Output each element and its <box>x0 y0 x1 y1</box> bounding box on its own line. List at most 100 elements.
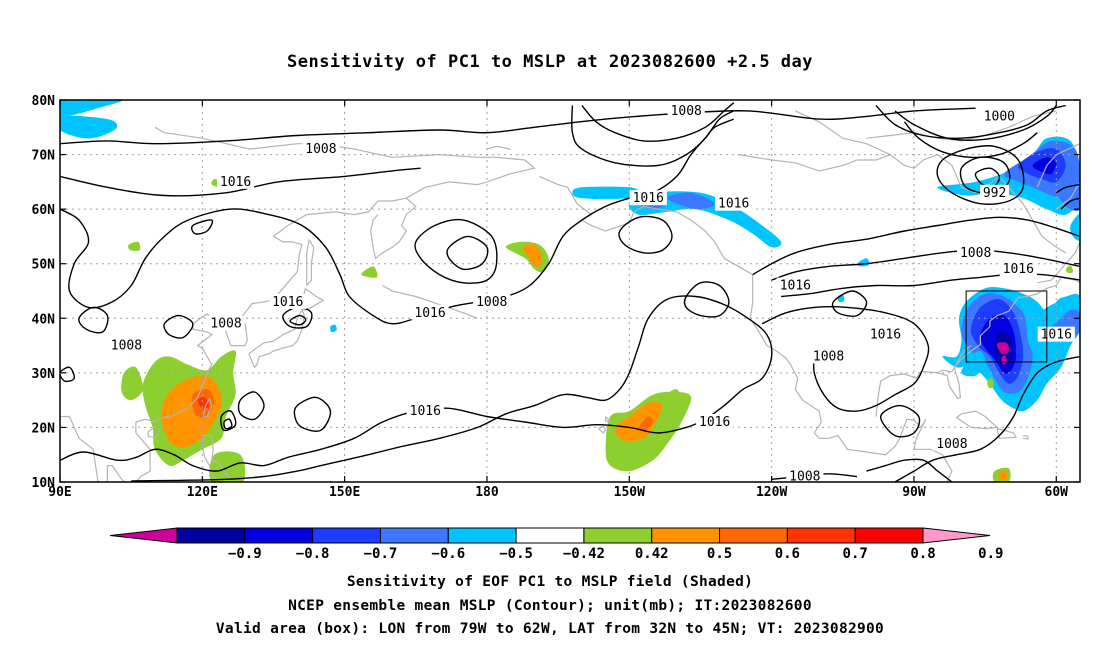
colorbar-segment <box>651 527 721 544</box>
lon-label: 60W <box>1045 485 1069 500</box>
isobar <box>60 107 976 145</box>
colorbar-tick-label: 0.9 <box>978 546 1003 562</box>
colorbar-tick-label: 0.42 <box>635 546 669 562</box>
latitude-axis: 80N 70N 60N 50N 40N 30N 20N 10N <box>32 94 1080 491</box>
sensitivity-area <box>588 192 606 200</box>
isobar <box>761 306 930 412</box>
coastline <box>1036 143 1080 188</box>
contour-label: 1016 <box>718 197 749 212</box>
isobar <box>618 215 673 254</box>
contour-label-bg <box>629 190 667 206</box>
colorbar-tick-label: 0.8 <box>910 546 935 562</box>
coastline <box>486 145 511 150</box>
colorbar-segment <box>854 527 924 544</box>
contour-label-bg <box>715 195 753 211</box>
lat-label: 50N <box>32 258 56 273</box>
coastline <box>248 308 305 369</box>
sensitivity-area <box>128 241 141 251</box>
contour-label-bg <box>980 108 1018 124</box>
map-frame <box>59 99 1081 483</box>
contour-label: 1008 <box>111 339 142 354</box>
colorbar-tick-label: −0.42 <box>563 546 605 562</box>
coastline <box>996 427 1017 439</box>
contour-label: 1008 <box>305 142 336 157</box>
isobar <box>974 167 1001 188</box>
isobar <box>60 295 773 482</box>
contour-label: 1008 <box>671 104 702 119</box>
contour-label: 1016 <box>220 175 251 190</box>
contour-label: 1016 <box>870 328 901 343</box>
contour-label-bg <box>667 102 705 118</box>
contour-label-bg <box>933 435 971 451</box>
coastline <box>306 238 315 286</box>
lon-label: 120E <box>187 485 218 500</box>
sensitivity-area <box>987 378 994 389</box>
colorbar-tick-label: 0.7 <box>843 546 868 562</box>
contour-label-bg <box>411 304 449 320</box>
colorbar-segment <box>786 527 856 544</box>
coastline <box>538 175 953 482</box>
isobar <box>223 418 233 430</box>
colorbar-extend-high <box>922 527 991 544</box>
isobar <box>1055 183 1080 194</box>
sensitivity-area <box>572 186 639 199</box>
contour-label: 1008 <box>476 295 507 310</box>
lon-label: 150W <box>614 485 645 500</box>
sensitivity-area <box>1065 265 1073 274</box>
contour-label: 1008 <box>210 317 241 332</box>
isobar <box>220 410 237 432</box>
contour-labels: 1008 1008 1016 1016 1016 1000 992 1008 1016 1016 1… <box>107 102 1075 485</box>
colorbar-tick-label: −0.9 <box>228 546 262 562</box>
isobar <box>894 105 1057 141</box>
lon-label: 150E <box>329 485 360 500</box>
lon-label: 180 <box>475 485 499 500</box>
sensitivity-area <box>60 115 118 139</box>
contour-label: 1016 <box>272 295 303 310</box>
sensitivity-map: 1008 1008 1016 1016 1016 1000 992 1008 1016 1016 1… <box>32 94 1081 500</box>
coastline <box>598 425 607 434</box>
isobar <box>293 396 332 432</box>
sensitivity-area <box>361 266 378 278</box>
sensitivity-area <box>961 350 986 377</box>
coastlines <box>60 110 1080 482</box>
isobar <box>936 145 1025 205</box>
isobar <box>163 314 194 339</box>
isobar <box>190 219 214 235</box>
sensitivity-area <box>614 401 663 442</box>
lon-label: 90W <box>902 485 926 500</box>
sensitivity-area <box>121 366 144 401</box>
coastline <box>605 416 612 423</box>
contour-label: 1008 <box>789 470 820 485</box>
contour-label-bg <box>786 468 824 484</box>
contour-label: 1008 <box>813 349 844 364</box>
isobar <box>880 404 921 438</box>
isobar <box>683 281 730 318</box>
contour-label-bg <box>957 244 995 260</box>
sensitivity-area <box>60 100 122 117</box>
contour-label: 1000 <box>984 109 1015 124</box>
contour-label-bg <box>473 293 511 309</box>
colorbar-segment <box>447 527 517 544</box>
coastline <box>866 110 1057 142</box>
longitude-axis: 90E 120E 150E 180 150W 120W 90W 60W <box>48 100 1068 500</box>
colorbar-tick-label: 0.5 <box>707 546 732 562</box>
sensitivity-area <box>856 258 870 267</box>
contour-label-bg <box>809 348 848 364</box>
coastline <box>201 435 231 482</box>
sensitivity-area <box>667 389 682 404</box>
lat-label: 70N <box>32 149 56 164</box>
contour-label-bg <box>216 173 255 189</box>
figure-title: Sensitivity of PC1 to MSLP at 2023082600… <box>286 52 813 72</box>
coastline <box>382 284 478 319</box>
valid-area-box <box>965 290 1048 363</box>
isobar <box>903 121 1038 159</box>
sensitivity-area <box>209 451 246 482</box>
isobar <box>875 104 1066 140</box>
sensitivity-shading <box>60 100 1080 482</box>
coastline <box>738 154 891 172</box>
lat-label: 40N <box>32 312 56 327</box>
isobar <box>289 314 307 326</box>
sensitivity-area <box>628 191 782 248</box>
lat-label: 10N <box>32 476 56 491</box>
contour-label: 1016 <box>1003 262 1034 277</box>
